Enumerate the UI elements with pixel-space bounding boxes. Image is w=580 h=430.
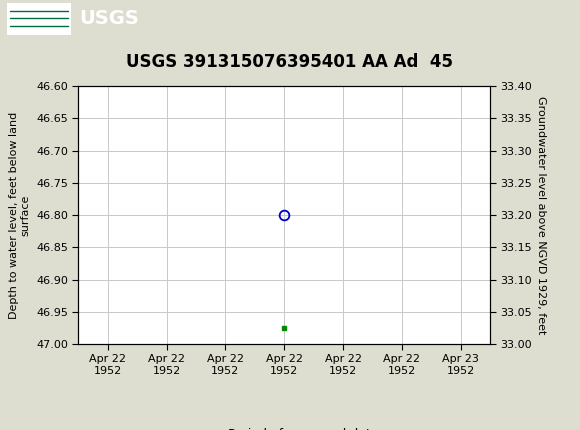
Y-axis label: Groundwater level above NGVD 1929, feet: Groundwater level above NGVD 1929, feet [536,96,546,334]
Text: USGS: USGS [79,9,139,28]
Text: USGS 391315076395401 AA Ad  45: USGS 391315076395401 AA Ad 45 [126,53,454,71]
Legend: Period of approved data: Period of approved data [185,423,383,430]
FancyBboxPatch shape [7,3,71,35]
Y-axis label: Depth to water level, feet below land
surface: Depth to water level, feet below land su… [9,111,31,319]
